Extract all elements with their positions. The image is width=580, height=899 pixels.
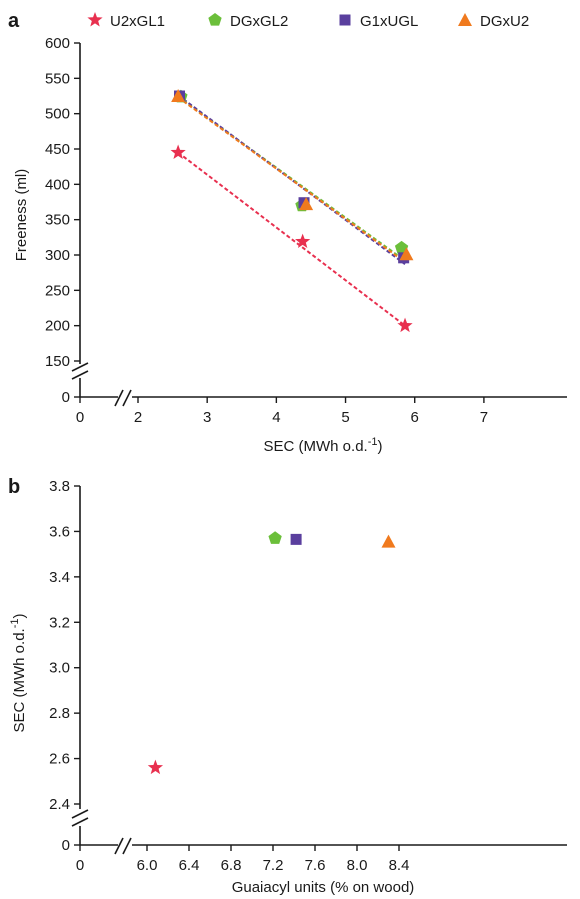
- y-tick-label: 3.0: [49, 660, 70, 677]
- y-tick-label: 150: [45, 353, 70, 370]
- x-tick-label: 7.2: [263, 857, 284, 874]
- x-axis-title: Guaiacyl units (% on wood): [232, 879, 415, 896]
- y-tick-label: 3.6: [49, 523, 70, 540]
- y-tick-label: 550: [45, 70, 70, 87]
- fit-line-U2xGL1: [177, 151, 406, 327]
- y-tick-label: 400: [45, 176, 70, 193]
- legend-marker-G1xUGL: [339, 14, 351, 26]
- data-point-DGxU2: [299, 197, 314, 211]
- data-point-U2xGL1: [147, 759, 164, 775]
- x-tick-label: 6.0: [137, 857, 158, 874]
- panel-a-label: a: [8, 10, 20, 32]
- x-tick-label: 2: [134, 409, 142, 426]
- x-axis-title-end: ): [377, 438, 382, 455]
- data-point-DGxGL2: [268, 531, 282, 544]
- data-point-DGxU2: [399, 247, 414, 261]
- data-point-G1xUGL: [290, 533, 302, 545]
- y-tick-label: 300: [45, 247, 70, 264]
- data-point-U2xGL1: [397, 317, 413, 333]
- legend-label: DGxGL2: [230, 13, 288, 30]
- data-point-DGxU2: [171, 89, 186, 102]
- data-point-U2xGL1: [170, 144, 186, 160]
- x-axis-break-mark: [114, 389, 124, 407]
- x-tick-label: 6.4: [179, 857, 200, 874]
- x-tick-label: 6.8: [221, 857, 242, 874]
- panel-b-chart: b 0 2.4 2.6 2.8 3.0 3.2 3.4 3.6 3.8 0 6.0 6.4 6.8 7.2 7…: [8, 476, 567, 896]
- y-tick-label: 3.4: [49, 569, 70, 586]
- legend-marker-DGxGL2: [208, 13, 222, 26]
- legend-item-DGxU2: DGxU2: [458, 13, 529, 30]
- y-tick-label: 500: [45, 106, 70, 123]
- x-tick-label: 6: [411, 409, 419, 426]
- legend-label: DGxU2: [480, 13, 529, 30]
- x-tick-label: 3: [203, 409, 211, 426]
- panel-a-chart: a U2xGL1 DGxGL2 G1xUGL DGxU20150200250300350…: [8, 10, 567, 455]
- legend-item-U2xGL1: U2xGL1: [87, 12, 165, 30]
- legend-marker-DGxU2: [458, 13, 472, 26]
- y-tick-label: 2.4: [49, 796, 70, 813]
- data-point-DGxU2: [381, 534, 396, 548]
- fit-line-DGxU2: [177, 96, 406, 263]
- y-tick-label: 0: [62, 389, 70, 406]
- y-tick-label: 450: [45, 141, 70, 158]
- x-tick-label: 8.0: [347, 857, 368, 874]
- y-tick-label: 3.2: [49, 614, 70, 631]
- x-tick-label: 8.4: [389, 857, 410, 874]
- y-tick-label: 2.8: [49, 705, 70, 722]
- legend-label: U2xGL1: [110, 13, 165, 30]
- x-axis-title-sup: -1: [368, 436, 378, 448]
- panel-b-label: b: [8, 476, 20, 498]
- x-axis-break-mark: [122, 389, 132, 407]
- x-axis-break-mark: [122, 837, 132, 855]
- y-axis-break-mark: [71, 817, 89, 827]
- y-axis-break-mark: [71, 370, 89, 380]
- x-axis-break-mark: [114, 837, 124, 855]
- y-axis-title: SEC (MWh o.d.-1): [9, 614, 28, 733]
- data-point-U2xGL1: [295, 233, 311, 249]
- y-tick-label: 600: [45, 35, 70, 52]
- y-axis-title-sup: -1: [9, 619, 21, 629]
- fit-line-G1xUGL: [177, 94, 406, 265]
- y-axis-break-mark: [71, 809, 89, 819]
- y-axis-title-main: SEC (MWh o.d.: [11, 628, 28, 732]
- x-tick-label: 5: [341, 409, 349, 426]
- x-tick-label: 4: [272, 409, 280, 426]
- y-axis-title: Freeness (ml): [13, 169, 30, 262]
- y-tick-label: 2.6: [49, 751, 70, 768]
- x-tick-label: 0: [76, 409, 84, 426]
- legend-item-G1xUGL: G1xUGL: [339, 13, 418, 30]
- y-tick-label: 350: [45, 212, 70, 229]
- x-axis-title-main: SEC (MWh o.d.: [264, 438, 368, 455]
- x-tick-label: 0: [76, 857, 84, 874]
- x-tick-label: 7: [480, 409, 488, 426]
- legend-item-DGxGL2: DGxGL2: [208, 13, 288, 30]
- y-axis-title-end: ): [11, 614, 28, 619]
- y-tick-label: 0: [62, 837, 70, 854]
- y-tick-label: 200: [45, 318, 70, 335]
- y-tick-label: 250: [45, 282, 70, 299]
- x-axis-title: SEC (MWh o.d.-1): [264, 436, 383, 455]
- x-tick-label: 7.6: [305, 857, 326, 874]
- legend-label: G1xUGL: [360, 13, 418, 30]
- y-axis-break-mark: [71, 362, 89, 372]
- y-tick-label: 3.8: [49, 478, 70, 495]
- legend-marker-U2xGL1: [87, 12, 103, 27]
